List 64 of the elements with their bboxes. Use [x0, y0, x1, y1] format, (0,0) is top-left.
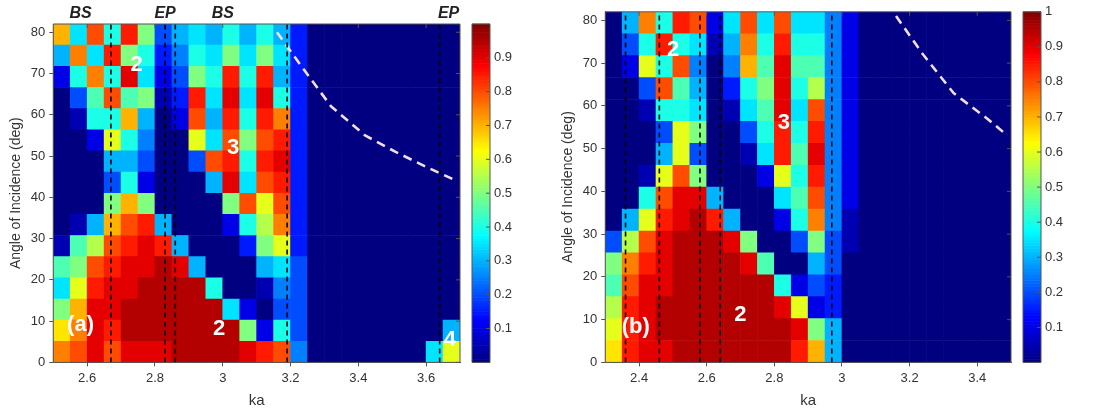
- y-tick-label: 50: [30, 147, 46, 163]
- x-tick-label: 2.8: [765, 369, 784, 385]
- text: EP: [154, 4, 177, 22]
- x-axis-title: ka: [800, 391, 817, 409]
- y-tick-label: 30: [30, 230, 46, 246]
- color-bar-label: 0.6: [1045, 143, 1064, 159]
- color-bar-label: 0.4: [494, 218, 513, 234]
- y-tick-label: 80: [582, 11, 598, 27]
- color-bar-label: 0.8: [1045, 73, 1064, 89]
- annotation: 3: [777, 109, 790, 134]
- y-axis-title: Angle of Incidence (deg): [559, 111, 576, 263]
- x-tick-label: 3.4: [349, 369, 368, 385]
- annotation: (a): [67, 311, 94, 337]
- text: BS: [69, 4, 92, 22]
- y-tick-label: 20: [582, 268, 598, 284]
- y-axis-title: Angle of Incidence (deg): [7, 117, 24, 270]
- y-tick-label: 70: [30, 65, 46, 81]
- annotation: 2: [213, 314, 226, 340]
- x-tick-label: 2.4: [630, 369, 649, 385]
- color-bar-label: 0.5: [494, 184, 513, 200]
- color-bar-label: 0.2: [1045, 283, 1064, 299]
- annotation: (b): [621, 313, 650, 339]
- color-bar-label: 0.1: [494, 320, 513, 336]
- y-tick-label: 0: [590, 353, 598, 369]
- color-bar-label: 0.6: [494, 150, 513, 166]
- y-tick-label: 0: [38, 353, 46, 369]
- color-bar-label: 0.3: [494, 252, 513, 268]
- x-tick-label: 3.6: [417, 369, 436, 385]
- text: BS: [211, 4, 235, 22]
- color-bar-label: 0.3: [1045, 248, 1064, 264]
- text: EP: [437, 4, 460, 22]
- color-bar-label: 0.5: [1045, 178, 1064, 194]
- x-tick-label: 3.2: [281, 369, 300, 385]
- color-bar-label: 0.2: [494, 286, 513, 302]
- color-bar-label: 0.9: [494, 49, 513, 65]
- y-tick-label: 40: [30, 188, 46, 204]
- y-tick-label: 60: [582, 97, 598, 113]
- color-bar-label: 0.1: [1045, 318, 1064, 334]
- x-tick-label: 3: [838, 369, 846, 385]
- x-axis-title: ka: [248, 391, 266, 409]
- color-bar-label: 0.7: [1045, 108, 1064, 124]
- x-tick-label: 3: [219, 369, 227, 385]
- y-tick-label: 40: [582, 182, 598, 198]
- y-tick-label: 70: [582, 54, 598, 70]
- annotation: 3: [226, 133, 240, 159]
- annotation: 2: [130, 50, 143, 76]
- y-tick-label: 20: [30, 271, 46, 287]
- y-tick-label: 10: [582, 311, 598, 327]
- x-tick-label: 2.6: [78, 369, 97, 385]
- x-tick-label: 3.4: [968, 369, 987, 385]
- color-bar-label: 1: [1045, 3, 1053, 19]
- y-tick-label: 10: [30, 312, 46, 328]
- x-tick-label: 2.6: [697, 369, 716, 385]
- x-tick-label: 2.8: [145, 369, 164, 385]
- y-tick-label: 50: [582, 140, 598, 156]
- color-bar-label: 0.4: [1045, 213, 1064, 229]
- x-tick-label: 3.2: [900, 369, 919, 385]
- y-tick-label: 30: [582, 225, 598, 241]
- y-tick-label: 60: [30, 106, 46, 122]
- y-tick-label: 80: [30, 23, 46, 39]
- annotation: 2: [734, 301, 747, 327]
- color-bar-label: 0.9: [1045, 38, 1064, 54]
- color-bar-label: 0.7: [494, 117, 513, 133]
- color-bar-label: 0.8: [494, 83, 513, 99]
